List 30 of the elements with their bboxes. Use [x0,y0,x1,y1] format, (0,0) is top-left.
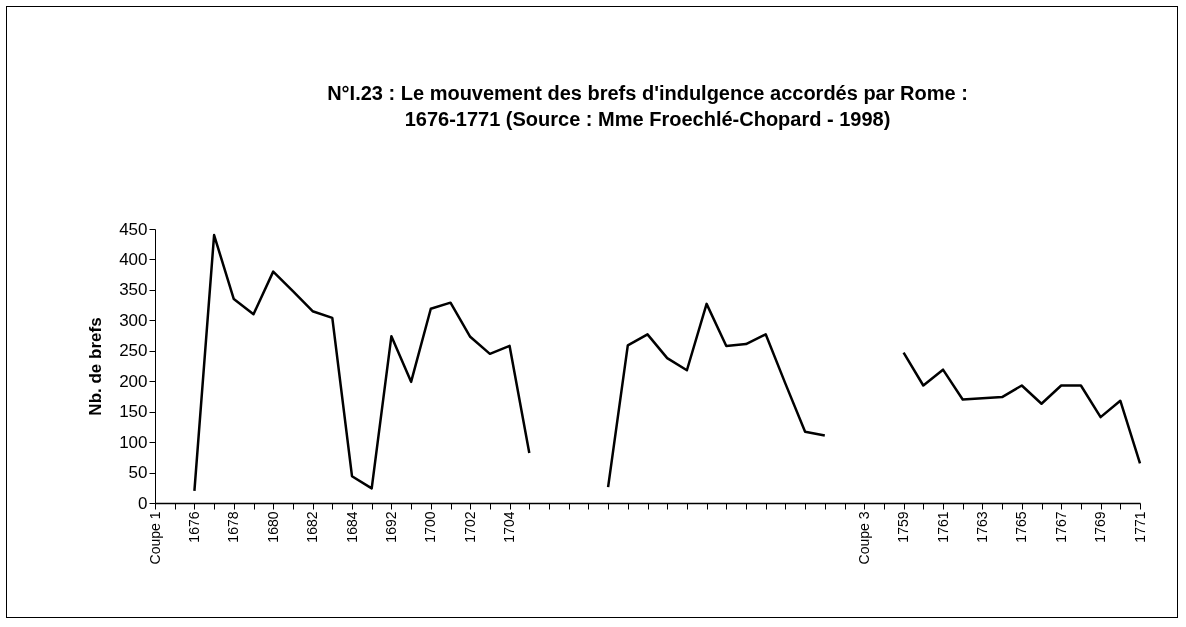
x-tick-label: 1700 [422,511,439,543]
y-tick-label: 50 [128,463,148,483]
x-tick-label: Coupe 3 [855,511,872,565]
x-tick-label: 1680 [264,511,281,543]
y-tick-label: 400 [119,249,148,269]
x-tick-label: 1771 [1131,511,1148,543]
x-tick-label: 1767 [1052,511,1069,543]
y-axis-title: Nb. de brefs [86,317,106,416]
chart-title: N°I.23 : Le mouvement des brefs d'indulgence accordés par Rome : 1676-1771 (Source : Mme Froechlé-Chopard - 1998) [327,82,968,130]
y-tick-label: 0 [138,493,148,513]
x-tick-label: 1702 [461,511,478,543]
x-tick-label: 1678 [225,511,242,543]
x-tick-label: 1763 [973,511,990,543]
y-tick-label: 350 [119,280,148,300]
x-tick-label: 1682 [304,511,321,543]
x-tick-label: Coupe 1 [146,511,163,565]
x-tick-label: 1676 [185,511,202,543]
y-tick-label: 100 [119,432,148,452]
x-tick-label: 1761 [934,511,951,543]
x-tick-label: 1759 [895,511,912,543]
y-tick-label: 150 [119,402,148,422]
x-tick-label: 1704 [501,511,518,543]
x-tick-label: 1692 [382,511,399,543]
y-tick-label: 300 [119,310,148,330]
x-tick-label: 1765 [1013,511,1030,543]
x-tick-label: 1684 [343,511,360,543]
y-tick-label: 250 [119,341,148,361]
y-tick-label: 200 [119,371,148,391]
y-tick-label: 450 [119,219,148,239]
x-tick-label: 1769 [1092,511,1109,543]
